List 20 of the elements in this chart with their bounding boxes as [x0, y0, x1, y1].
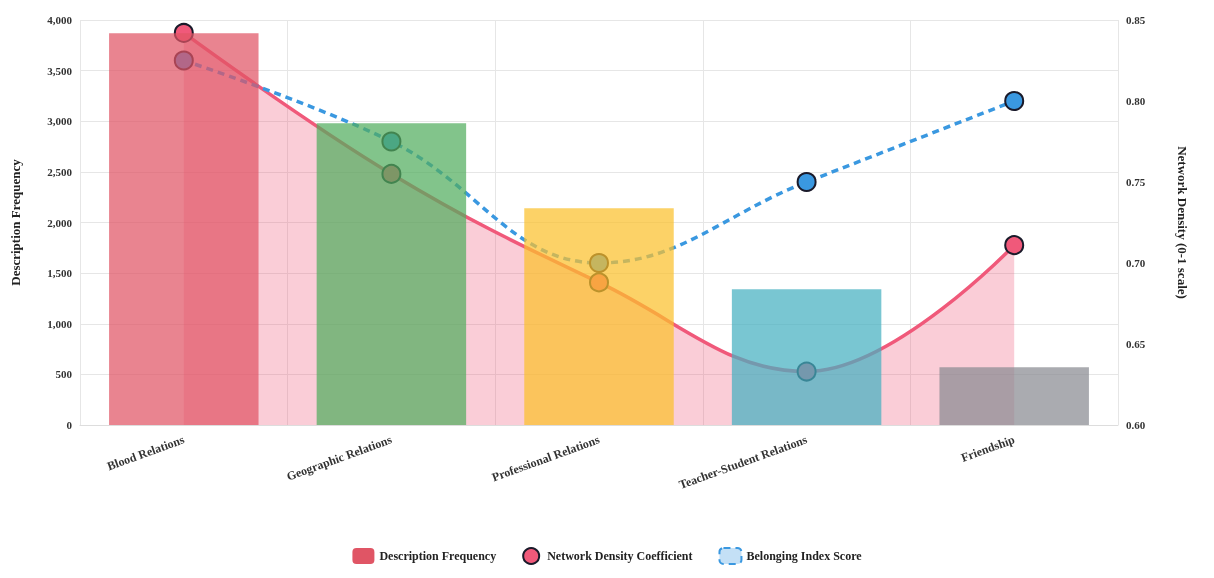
- y-tick-label: 1,500: [47, 267, 73, 280]
- y-tick-label: 500: [55, 368, 73, 381]
- y2-tick-label: 0.80: [1126, 95, 1146, 107]
- legend-label: Network Density Coefficient: [547, 549, 693, 563]
- y2-tick-label: 0.85: [1126, 14, 1146, 26]
- legend-label: Belonging Index Score: [746, 549, 863, 563]
- legend-label: Description Frequency: [379, 549, 497, 563]
- y-axis-title: Description Frequency: [8, 158, 23, 286]
- y-tick-label: 0: [66, 419, 73, 431]
- y-tick-label: 2,500: [47, 165, 73, 178]
- y2-tick-label: 0.65: [1126, 338, 1146, 350]
- y-tick-label: 3,500: [47, 64, 73, 77]
- y2-tick-label: 0.70: [1126, 257, 1146, 269]
- y2-tick-label: 0.60: [1126, 419, 1146, 431]
- y-tick-label: 2,000: [47, 216, 73, 229]
- y-tick-label: 4,000: [47, 14, 73, 26]
- y-tick-label: 3,000: [47, 115, 73, 128]
- y2-axis-title: Network Density (0-1 scale): [1175, 146, 1190, 299]
- y-tick-label: 1,000: [47, 317, 73, 330]
- y2-tick-label: 0.75: [1126, 176, 1146, 188]
